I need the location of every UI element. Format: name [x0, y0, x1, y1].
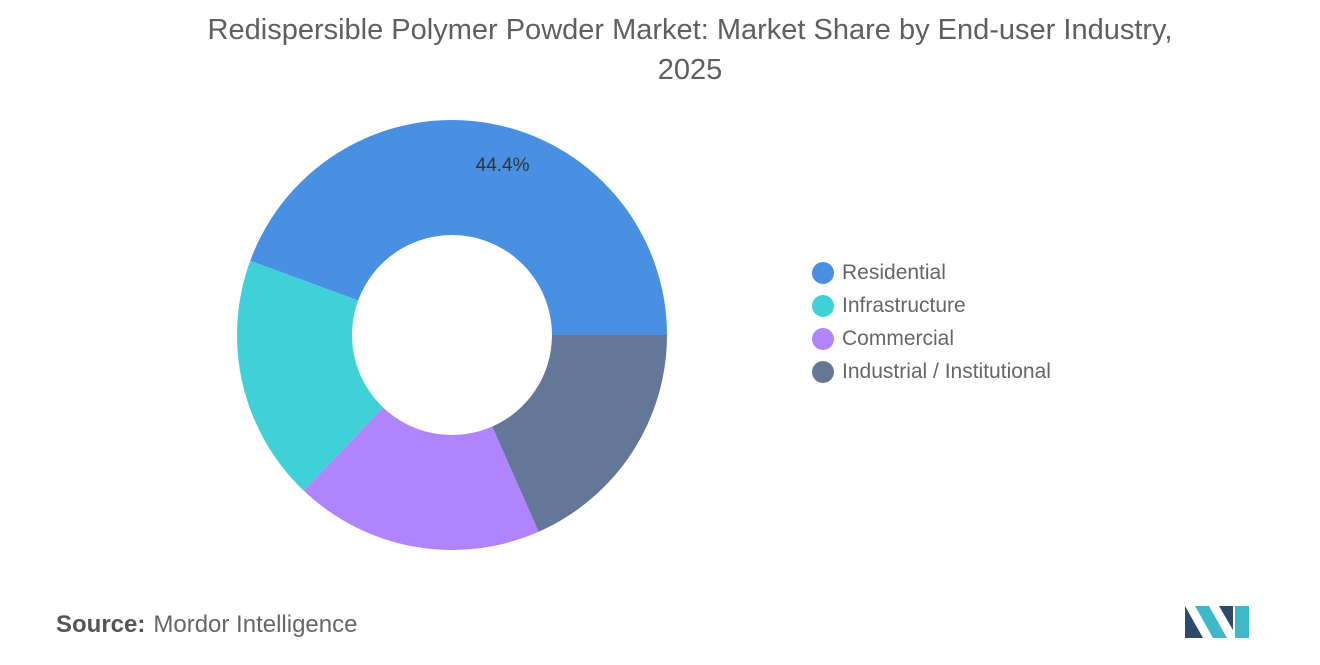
logo-shape-mid	[1195, 606, 1227, 638]
donut-slice-commercial	[303, 407, 539, 550]
chart-title-line-2: 2025	[657, 54, 723, 86]
legend-item-commercial: Commercial	[812, 322, 1051, 355]
donut-slice-infrastructure	[237, 260, 384, 491]
legend-label-infrastructure: Infrastructure	[842, 293, 966, 317]
legend-swatch-industrial-institutional	[812, 360, 834, 383]
legend-label-commercial: Commercial	[842, 326, 955, 350]
donut-slice-industrial-institutional	[492, 335, 667, 532]
data-label-residential: 44.4%	[476, 155, 530, 176]
donut-chart: 44.4%	[237, 119, 667, 550]
source-value: Mordor Intelligence	[153, 611, 358, 638]
donut-slice-residential	[250, 119, 667, 335]
chart-legend: Residential Infrastructure Commercial Indus…	[812, 256, 1051, 388]
source-label: Source:	[56, 611, 146, 638]
legend-item-industrial-institutional: Industrial / Institutional	[812, 355, 1051, 388]
legend-swatch-residential	[812, 261, 834, 284]
legend-swatch-infrastructure	[812, 294, 834, 317]
legend-label-industrial-institutional: Industrial / Institutional	[842, 359, 1051, 383]
chart-title: Redispersible Polymer Powder Market: Mar…	[150, 10, 1230, 90]
logo-shape-right	[1219, 606, 1233, 630]
source-note: Source: Mordor Intelligence	[56, 611, 357, 639]
logo-shape-left	[1185, 606, 1203, 638]
chart-title-line-1: Redispersible Polymer Powder Market: Mar…	[207, 14, 1173, 46]
legend-item-infrastructure: Infrastructure	[812, 289, 1051, 322]
mordor-intelligence-logo	[1185, 606, 1249, 638]
logo-shape-right-bar	[1235, 606, 1249, 638]
legend-item-residential: Residential	[812, 256, 1051, 289]
legend-label-residential: Residential	[842, 260, 946, 284]
legend-swatch-commercial	[812, 327, 834, 350]
